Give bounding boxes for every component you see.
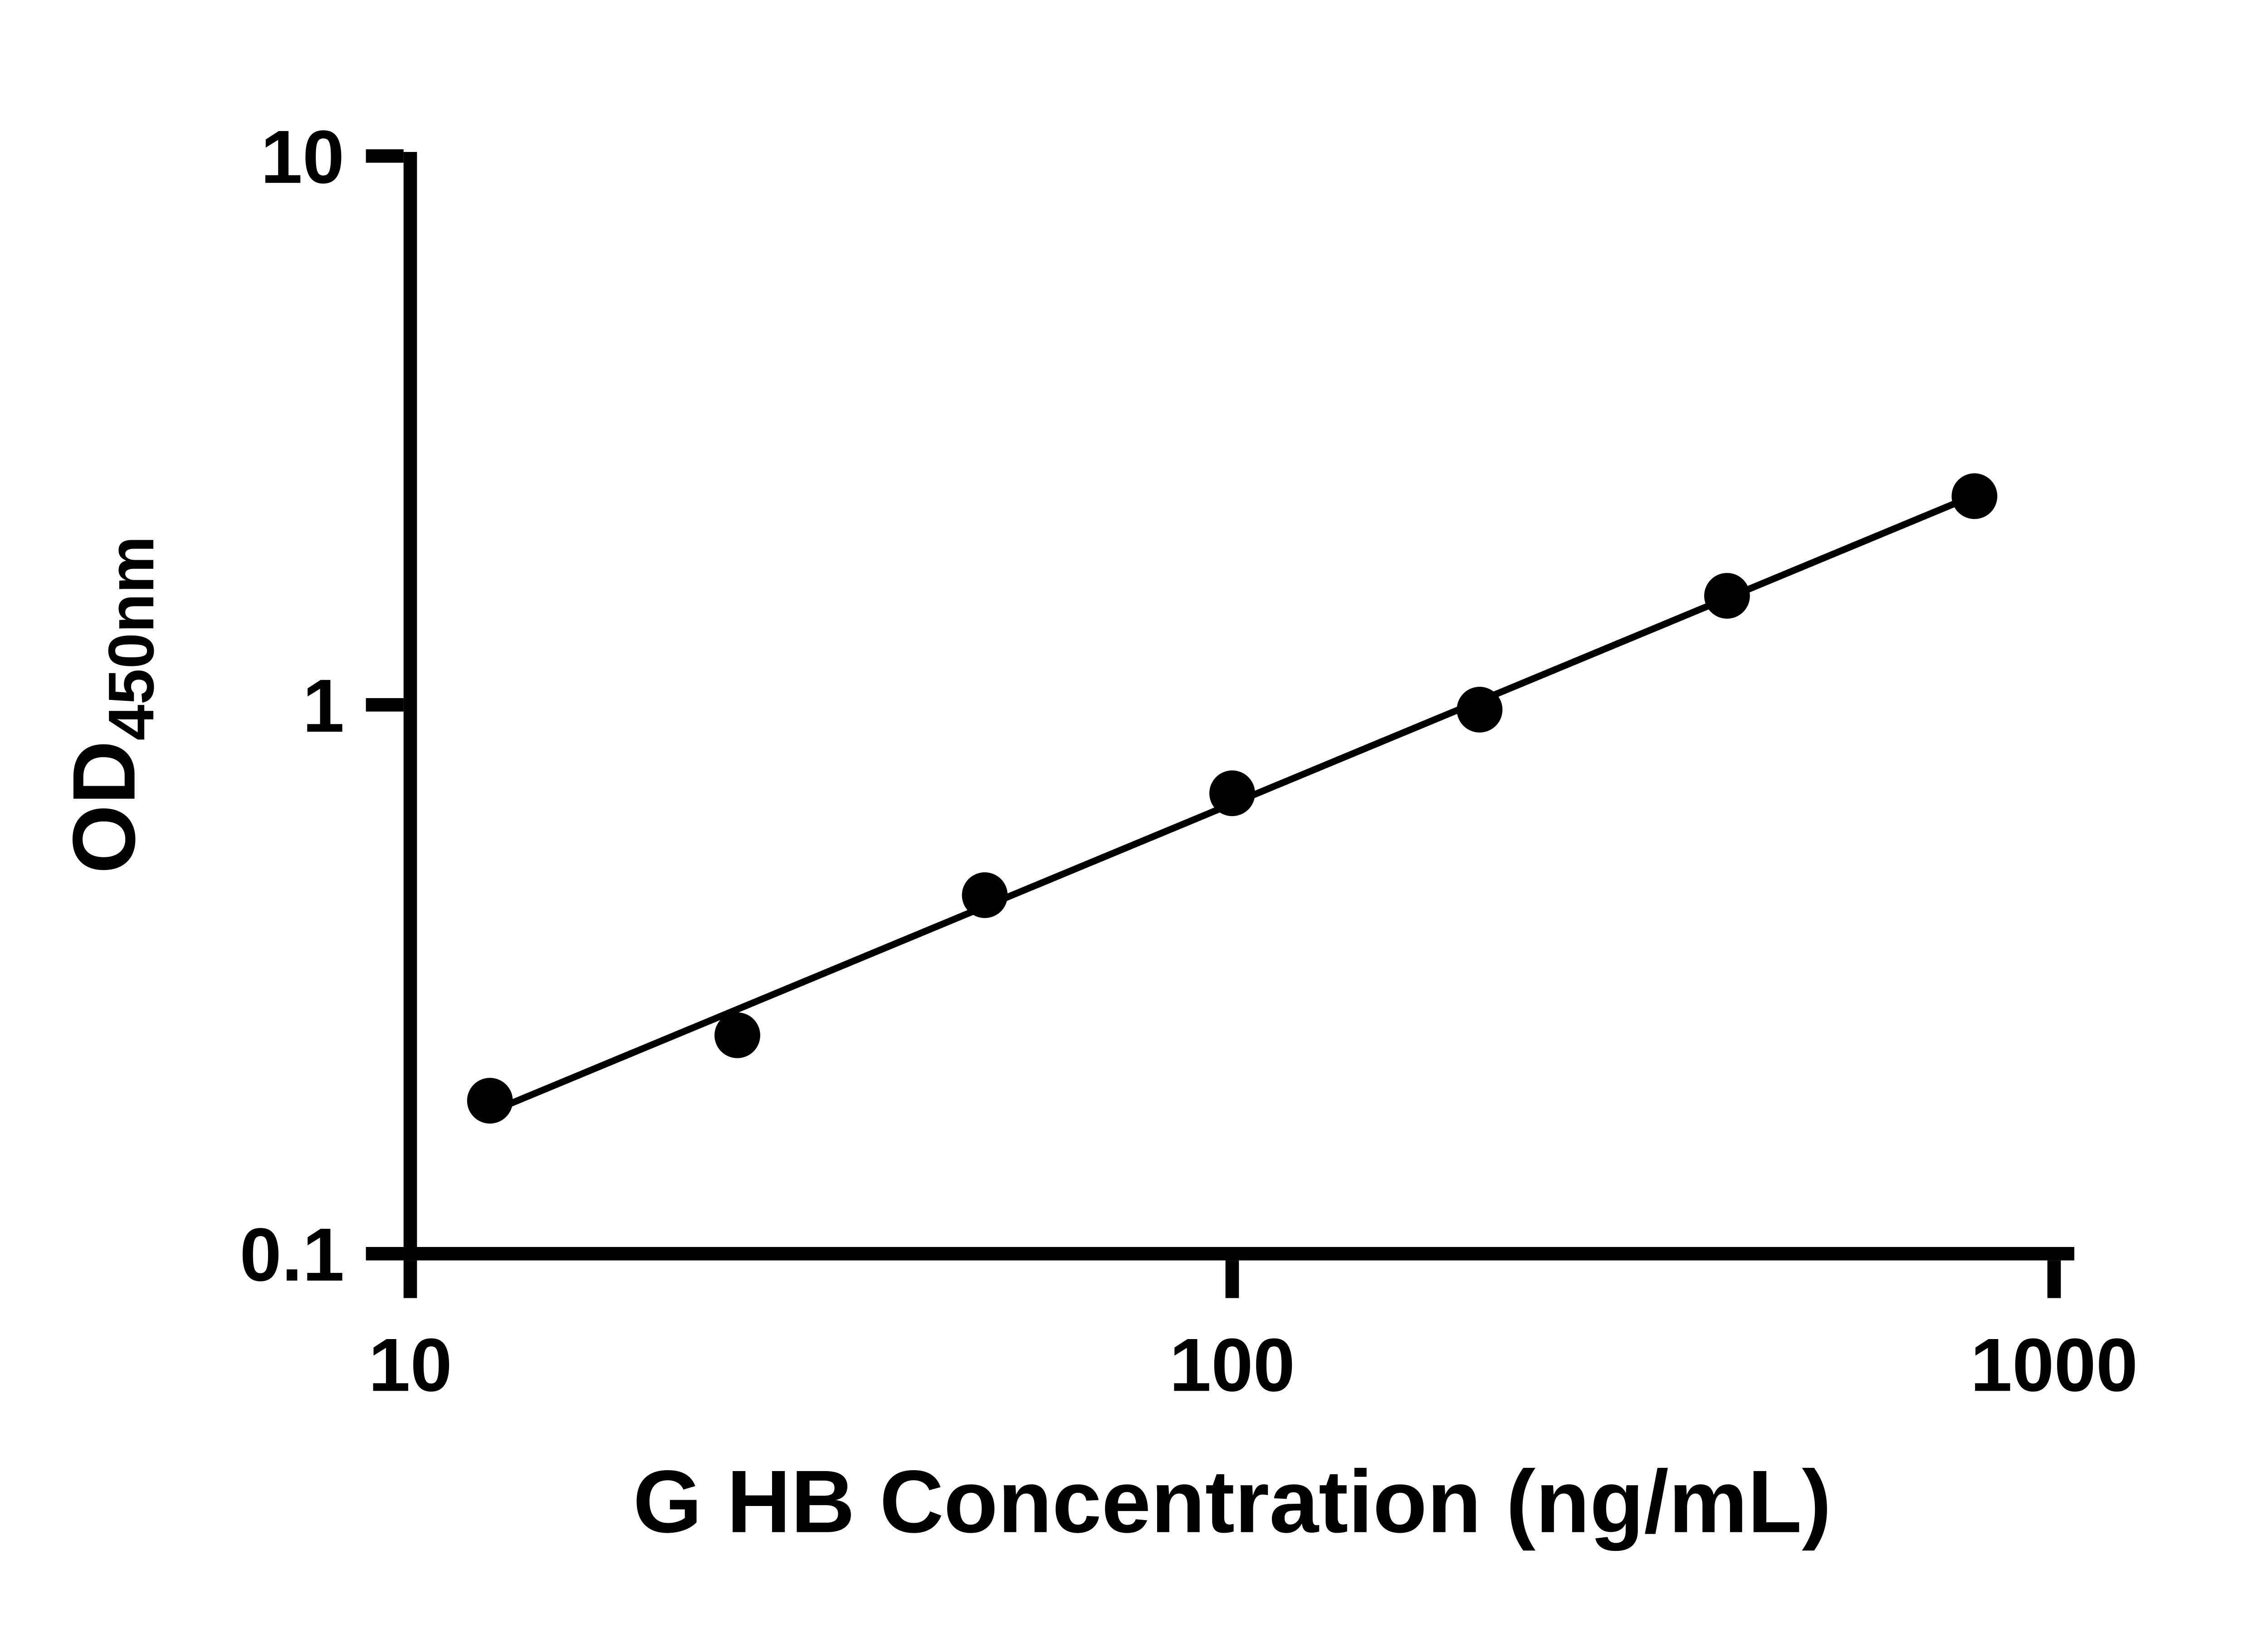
plot-layer xyxy=(467,473,1998,1124)
data-point xyxy=(1951,473,1998,519)
x-axis-title: G HB Concentration (ng/mL) xyxy=(633,1452,1831,1551)
data-point xyxy=(1704,573,1750,619)
y-axis-title: OD450nm xyxy=(55,536,168,874)
y-tick-label: 10 xyxy=(260,115,344,199)
y-axis-title-main: OD xyxy=(55,741,154,874)
data-point xyxy=(1209,770,1255,816)
axes-layer: 0.1 1 10 10 100 1000 xyxy=(240,115,2138,1407)
y-tick-label: 0.1 xyxy=(240,1213,344,1297)
data-point xyxy=(962,872,1008,918)
data-point xyxy=(467,1078,513,1124)
data-point xyxy=(1457,687,1503,733)
x-tick-label: 10 xyxy=(368,1323,452,1407)
x-tick-label: 1000 xyxy=(1970,1323,2138,1407)
y-axis-title-subscript: 450nm xyxy=(95,536,167,741)
x-tick-label: 100 xyxy=(1169,1323,1295,1407)
data-point xyxy=(714,1012,760,1058)
y-tick-label: 1 xyxy=(303,664,344,748)
